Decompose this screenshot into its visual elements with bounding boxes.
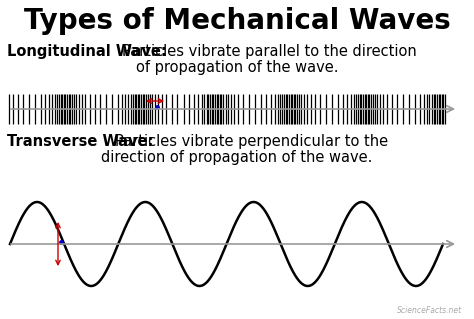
Text: Longitudinal Wave:: Longitudinal Wave: [7,44,167,59]
Text: of propagation of the wave.: of propagation of the wave. [136,60,338,75]
Text: Types of Mechanical Waves: Types of Mechanical Waves [24,7,450,35]
Text: Particles vibrate perpendicular to the: Particles vibrate perpendicular to the [115,134,388,149]
Text: Transverse Wave:: Transverse Wave: [7,134,154,149]
Text: ScienceFacts.net: ScienceFacts.net [397,306,462,315]
Text: direction of propagation of the wave.: direction of propagation of the wave. [101,150,373,165]
Text: Particles vibrate parallel to the direction: Particles vibrate parallel to the direct… [122,44,417,59]
